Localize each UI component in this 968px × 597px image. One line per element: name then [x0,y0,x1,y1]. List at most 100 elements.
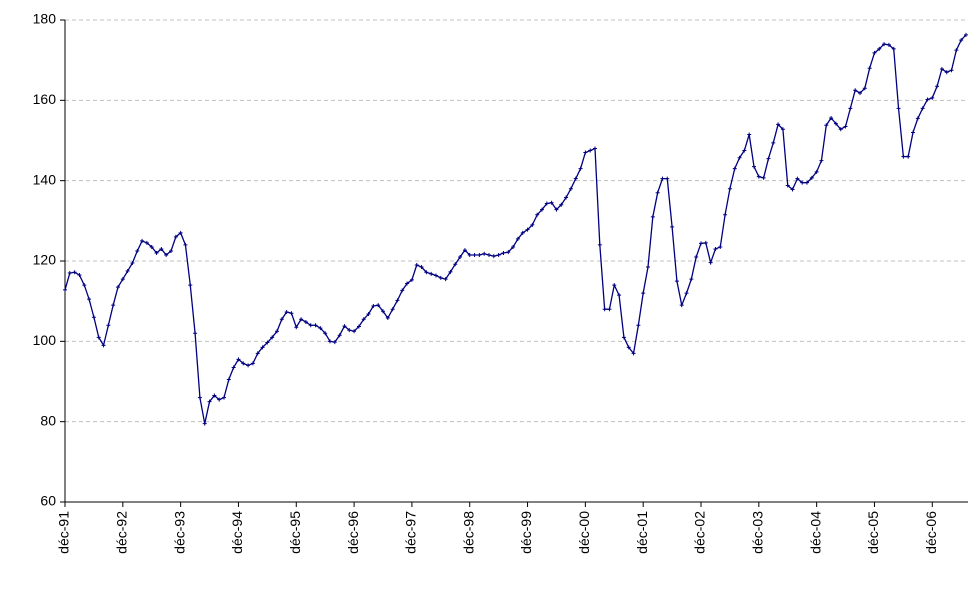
y-tick-label: 140 [33,171,57,187]
point-marker [607,307,612,312]
point-marker [679,303,684,308]
point-marker [935,84,940,89]
point-marker [178,230,183,235]
point-marker [925,97,930,102]
point-marker [718,244,723,249]
point-marker [670,224,675,229]
point-marker [646,265,650,270]
point-marker [342,324,347,329]
point-marker [183,242,188,247]
point-marker [540,207,544,212]
point-marker [405,281,410,286]
point-marker [795,176,800,181]
point-marker [699,241,703,246]
point-marker [930,95,935,100]
point-marker [949,68,954,73]
point-marker [568,186,573,191]
point-marker [506,250,511,255]
point-marker [275,329,279,334]
point-marker [111,303,116,308]
point-marker [337,333,342,338]
x-tick-label: déc-97 [403,511,419,554]
point-marker [549,200,554,205]
point-marker [313,323,318,328]
point-marker [130,261,135,266]
point-marker [77,273,82,278]
point-marker [790,187,795,192]
point-marker [520,230,525,235]
x-tick-label: déc-93 [171,511,187,554]
point-marker [328,339,332,344]
point-marker [727,186,732,191]
point-marker [872,50,877,55]
point-marker [125,269,130,274]
point-marker [848,106,853,111]
point-marker [255,351,260,356]
point-marker [612,283,617,288]
x-tick-label: déc-99 [518,511,534,554]
point-marker [761,175,766,180]
point-marker [911,130,915,135]
point-marker [578,166,583,171]
point-marker [800,180,805,185]
point-marker [193,331,198,336]
point-marker [395,298,400,303]
point-marker [805,180,809,185]
point-marker [159,246,164,251]
point-marker [352,329,357,334]
point-marker [63,287,67,292]
x-tick-label: déc-06 [923,511,939,554]
point-marker [381,309,385,314]
point-marker [588,148,593,153]
point-marker [554,207,559,212]
point-marker [424,270,429,275]
point-marker [453,262,458,267]
point-marker [882,42,887,47]
point-marker [511,244,516,249]
point-marker [896,106,901,111]
y-tick-label: 80 [40,412,56,428]
point-marker [467,252,472,257]
x-tick-label: déc-02 [692,511,708,554]
point-marker [732,166,737,171]
point-marker [959,38,964,43]
point-marker [299,317,304,322]
point-marker [154,250,159,255]
point-marker [144,240,149,245]
point-marker [217,397,222,402]
point-marker [780,127,785,132]
point-marker [597,242,602,247]
point-marker [723,212,728,217]
point-marker [891,46,896,51]
x-tick-label: déc-95 [287,511,303,554]
point-marker [106,323,111,328]
point-marker [809,175,814,180]
point-marker [91,315,96,320]
point-marker [650,214,655,219]
x-tick-label: déc-96 [345,511,361,554]
point-marker [694,254,699,259]
point-marker [318,326,323,331]
point-marker [862,86,867,91]
point-marker [660,176,665,181]
x-tick-label: déc-05 [865,511,881,554]
point-marker [867,66,872,71]
point-marker [332,340,337,345]
point-marker [559,202,564,207]
point-marker [212,393,217,398]
point-marker [438,275,443,280]
point-marker [939,67,944,72]
x-tick-label: déc-04 [807,511,823,554]
point-marker [501,250,506,255]
point-marker [641,291,646,296]
point-marker [207,399,212,404]
point-marker [231,365,236,370]
point-marker [82,283,87,288]
y-tick-label: 100 [33,332,57,348]
point-marker [226,377,231,382]
point-marker [116,285,120,290]
point-marker [135,248,140,253]
point-marker [593,146,597,151]
x-tick-label: déc-03 [750,511,766,554]
